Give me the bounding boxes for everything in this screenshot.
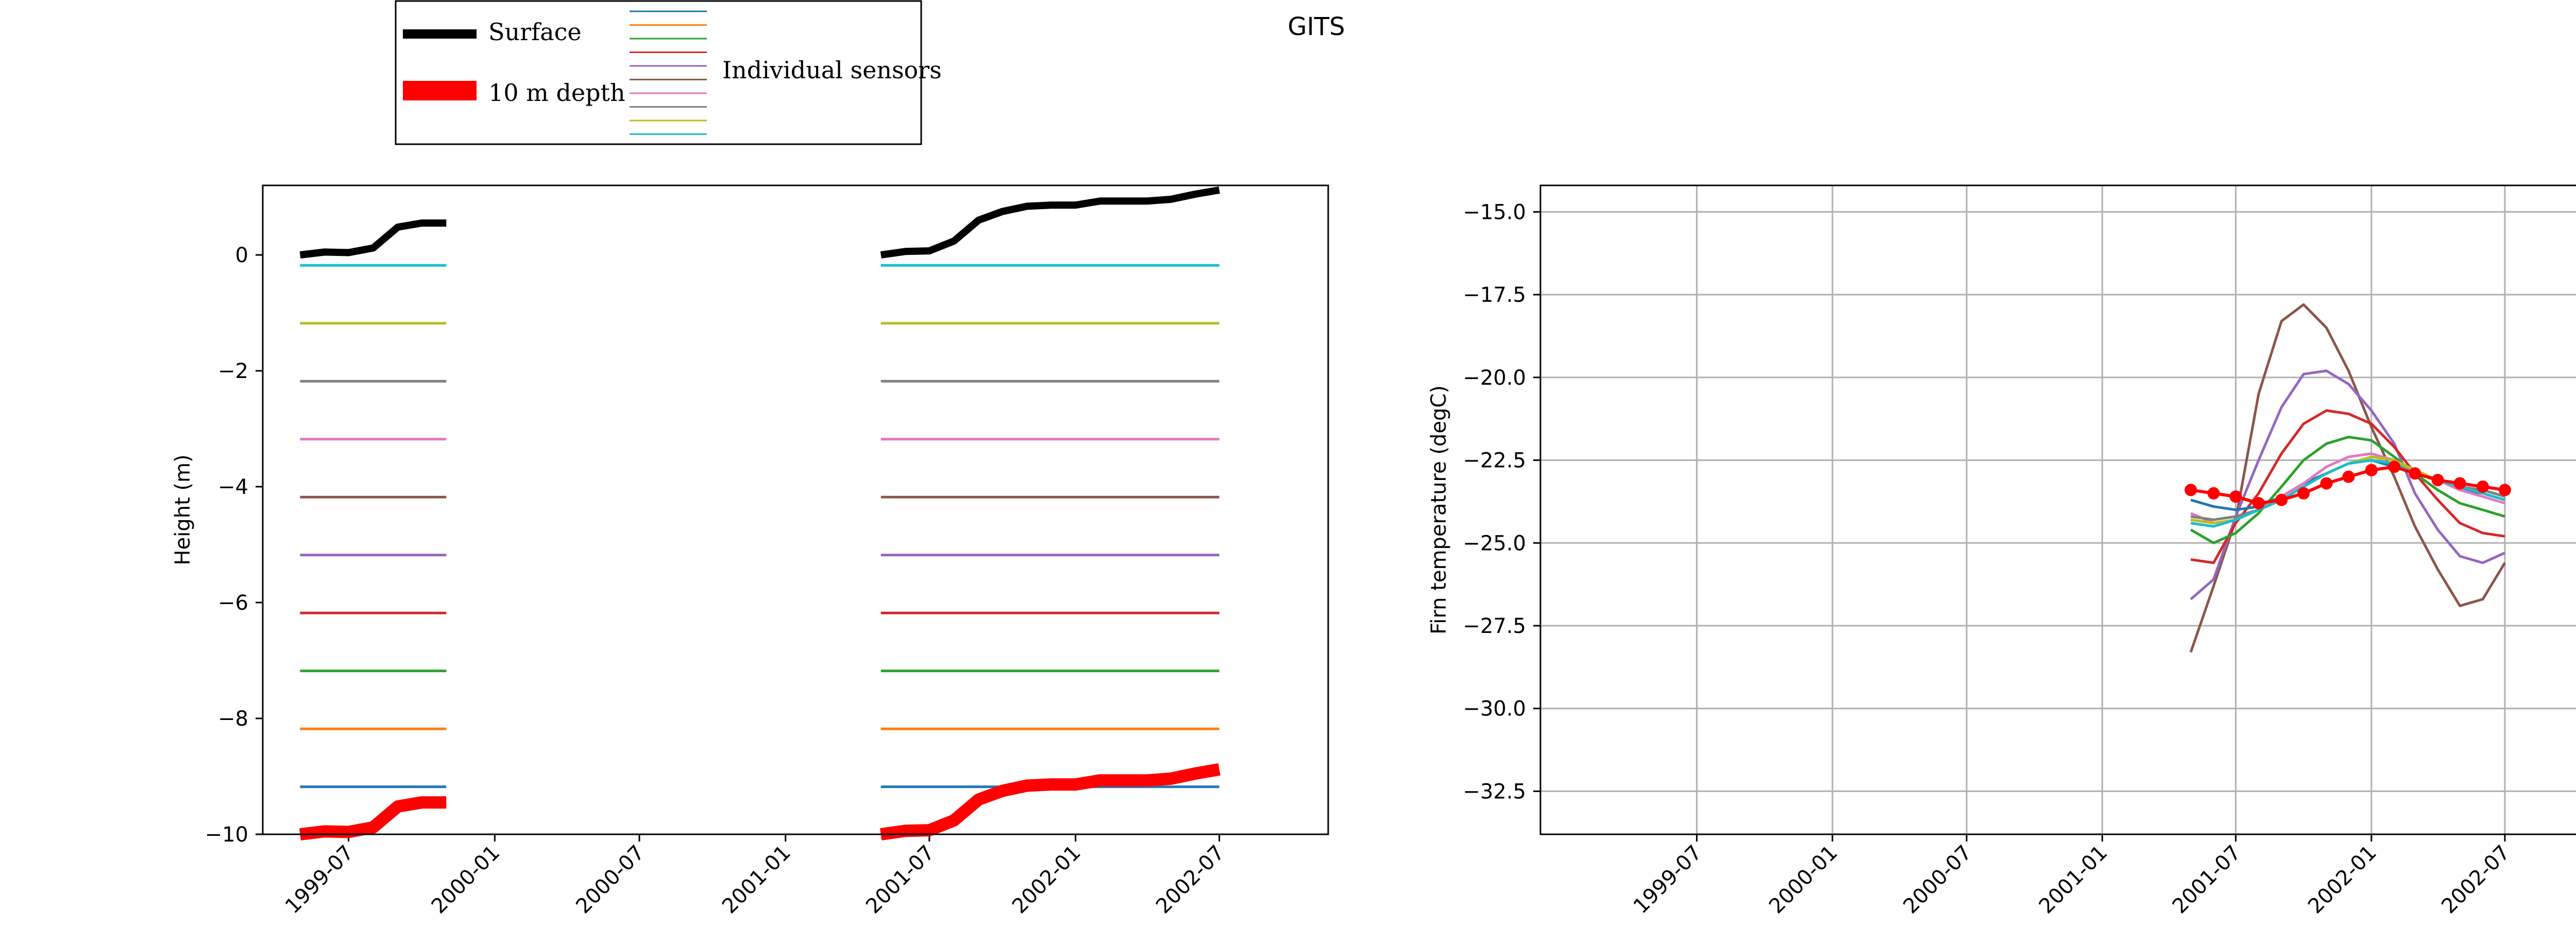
temperature-chart: −15.0 −17.5 −20.0 −22.5 −25.0 −27.5 −30.0 −32.5… [1427,184,2576,918]
depth-10m-temperature-point [2229,490,2242,503]
temperature-chart-ylabel: Firn temperature (degC) [1427,385,1451,634]
x-tick-label: 2002-07 [1151,841,1229,919]
height-chart-frame [262,184,1329,835]
depth-10m-line [299,796,447,840]
x-tick-label: 2002-07 [2437,841,2515,919]
x-tick-label: 2000-01 [427,841,505,919]
y-tick-label: −15.0 [1463,200,1526,224]
depth-10m-temperature-point [2342,470,2355,483]
depth-10m-line [880,763,1221,840]
height-chart-ylabel: Height (m) [171,454,195,565]
temperature-chart-ticks: −15.0 −17.5 −20.0 −22.5 −25.0 −27.5 −30.0 −32.5… [1463,200,2515,918]
x-tick-label: 2002-01 [2303,841,2381,919]
depth-10m-temperature-point [2297,487,2310,500]
y-tick-label: −22.5 [1463,449,1526,473]
x-tick-label: 1999-07 [281,841,359,919]
depth-10m-temperature-point [2275,493,2288,506]
temperature-chart-grid [1540,185,2576,834]
x-tick-label: 2001-01 [2035,841,2112,919]
legend-sensor-swatches [630,10,707,135]
y-tick-label: −2 [218,359,248,383]
surface-line [299,219,447,259]
x-tick-label: 1999-07 [1629,841,1707,919]
height-chart-data [299,186,1221,840]
y-tick-label: −8 [218,707,248,731]
x-tick-label: 2000-07 [1899,841,1977,919]
depth-10m-temperature-point [2409,467,2421,480]
legend-sensors-label: Individual sensors [722,56,942,84]
legend-depth-label: 10 m depth [488,79,625,107]
temperature-chart-frame [1539,184,2576,835]
y-tick-label: −20.0 [1463,366,1526,390]
height-chart-ticks: 0 −2 −4 −6 −8 −10 1999-07 2000-01 2000-07 2001-01… [205,244,1229,918]
depth-10m-temperature-point [2476,480,2489,493]
y-tick-label: −32.5 [1463,780,1526,803]
y-tick-label: −4 [218,475,248,499]
depth-10m-temperature-point [2252,497,2265,510]
y-tick-label: −6 [218,591,248,615]
temperature-chart-data [2184,303,2511,653]
depth-10m-temperature-point [2184,484,2197,496]
y-tick-label: −10 [205,823,248,847]
x-tick-label: 2002-01 [1008,841,1086,919]
depth-10m-temperature-point [2365,464,2378,476]
y-tick-label: 0 [235,244,248,267]
y-tick-label: −25.0 [1463,531,1526,555]
depth-10m-temperature-point [2498,484,2511,496]
sensor-temperature-line [2190,459,2505,528]
sensor-temperature-line [2189,303,2506,653]
depth-10m-temperature-point [2388,460,2401,473]
y-tick-label: −27.5 [1463,614,1526,638]
depth-10m-temperature-point [2431,474,2444,487]
x-tick-label: 2000-01 [1765,841,1842,919]
sensor-temperature-line [2190,436,2505,544]
legend-surface-label: Surface [488,18,582,46]
x-tick-label: 2001-07 [861,841,939,919]
x-tick-label: 2001-07 [2168,841,2246,919]
x-tick-label: 2001-01 [718,841,795,919]
y-tick-label: −30.0 [1463,697,1526,721]
height-chart: 0 −2 −4 −6 −8 −10 1999-07 2000-01 2000-07 2001-01… [171,184,1329,918]
depth-10m-temperature-point [2207,487,2220,500]
figure-title: GITS [1287,12,1345,41]
depth-10m-temperature-point [2320,477,2333,490]
y-tick-label: −17.5 [1463,283,1526,307]
legend: Surface 10 m depth Individual sensors [395,0,942,145]
surface-line [880,186,1220,259]
depth-10m-temperature-point [2453,477,2466,490]
x-tick-label: 2000-07 [571,841,649,919]
